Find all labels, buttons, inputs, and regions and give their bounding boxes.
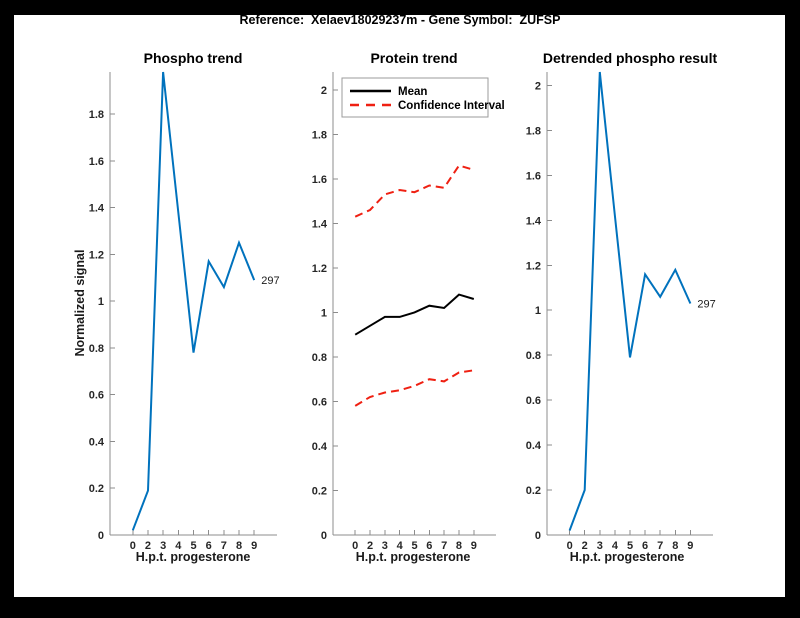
x-tick-label: 9 [687,540,693,552]
x-tick-label: 5 [411,540,417,552]
y-tick-label: 1.2 [89,249,104,261]
y-tick-label: 1 [535,305,541,317]
x-tick-label: 4 [612,540,619,552]
y-tick-label: 1.6 [89,156,104,168]
y-tick-label: 1.4 [526,215,542,227]
y-tick-label: 0.4 [526,440,542,452]
x-tick-label: 9 [251,540,257,552]
y-tick-label: 1.4 [89,203,105,215]
y-tick-label: 1.4 [312,218,328,230]
plot2-x-axis-label: H.p.t. progesterone [355,550,471,564]
series-line-black [354,293,475,336]
y-tick-label: 0 [98,530,104,542]
series-end-label: 297 [261,275,279,287]
y-tick-label: 0 [321,530,327,542]
y-tick-label: 0.8 [89,343,104,355]
x-tick-label: 0 [352,540,358,552]
x-tick-label: 0 [567,540,573,552]
x-tick-label: 0 [130,540,136,552]
x-tick-label: 9 [471,540,477,552]
legend-label: Confidence Interval [398,100,505,112]
y-tick-label: 0.2 [89,483,104,495]
y-tick-label: 0.4 [312,441,328,453]
x-tick-label: 8 [236,540,242,552]
y-tick-label: 2 [321,85,327,97]
y-tick-label: 0.8 [526,350,541,362]
series-end-label: 297 [697,299,715,311]
y-tick-label: 0.2 [526,485,541,497]
y-tick-label: 1.6 [526,170,541,182]
x-tick-label: 4 [175,540,182,552]
plot1-title: Phospho trend [143,50,243,66]
x-tick-label: 2 [582,540,588,552]
x-tick-label: 6 [206,540,212,552]
x-tick-label: 7 [441,540,447,552]
y-tick-label: 2 [535,80,541,92]
series-line-red [354,369,474,407]
y-tick-label: 0.8 [312,352,327,364]
series-line-red [354,164,475,218]
x-tick-label: 4 [397,540,404,552]
y-tick-label: 1.6 [312,174,327,186]
y-tick-label: 1.8 [312,129,327,141]
x-tick-label: 7 [657,540,663,552]
y-tick-label: 0.6 [312,396,327,408]
figure-title: Reference: Xelaev18029237m - Gene Symbol… [239,13,561,27]
x-tick-label: 7 [221,540,227,552]
series-line-blue [568,71,692,531]
x-tick-label: 6 [642,540,648,552]
y-tick-label: 0 [535,530,541,542]
y-tick-label: 0.2 [312,485,327,497]
y-tick-label: 1.8 [89,109,104,121]
y-tick-label: 0.6 [89,390,104,402]
y-tick-label: 1.2 [312,263,327,275]
x-tick-label: 2 [145,540,151,552]
y-tick-label: 0.4 [89,436,105,448]
x-tick-label: 8 [672,540,678,552]
x-tick-label: 5 [627,540,633,552]
legend-label: Mean [398,86,427,98]
y-tick-label: 1.2 [526,260,541,272]
plot3-title: Detrended phospho result [542,50,718,66]
y-tick-label: 0.6 [526,395,541,407]
x-tick-label: 3 [382,540,388,552]
x-tick-label: 5 [190,540,196,552]
plot2-title: Protein trend [370,50,458,66]
x-tick-label: 8 [456,540,462,552]
plot1-x-axis-label: H.p.t. progesterone [135,550,251,564]
x-tick-label: 2 [367,540,373,552]
legend-box [341,77,489,118]
x-tick-label: 3 [597,540,603,552]
plot3-x-axis-label: H.p.t. progesterone [569,550,685,564]
y-tick-label: 1 [98,296,104,308]
y-tick-label: 1.8 [526,125,541,137]
x-tick-label: 6 [426,540,432,552]
y-tick-label: 1 [321,307,327,319]
x-tick-label: 3 [160,540,166,552]
series-line-blue [131,71,256,531]
